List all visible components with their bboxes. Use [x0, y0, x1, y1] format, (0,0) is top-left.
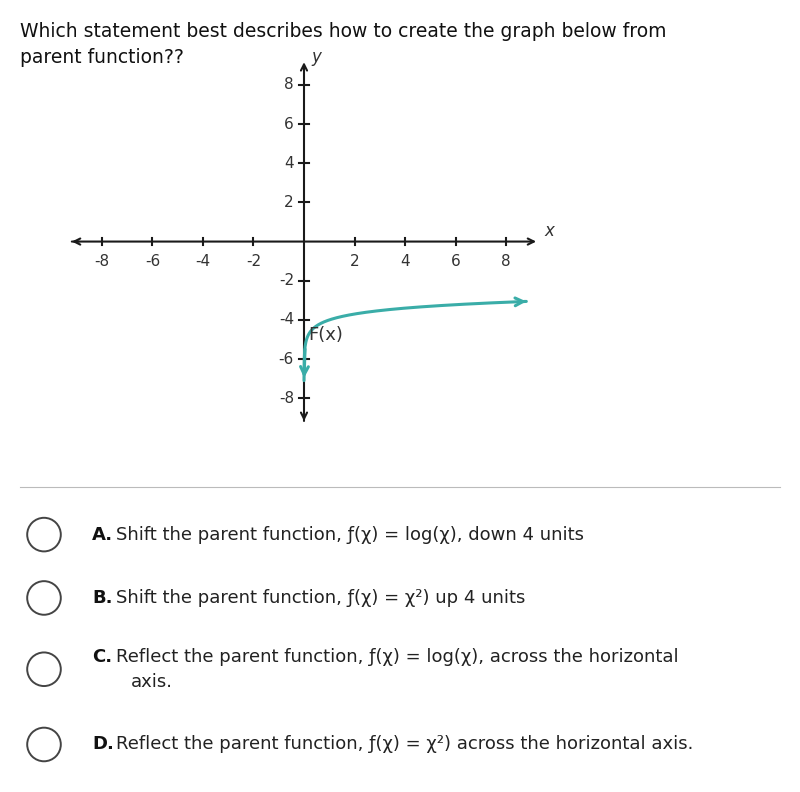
Text: -2: -2 [278, 273, 294, 288]
Text: 8: 8 [284, 78, 294, 93]
Text: 6: 6 [450, 254, 461, 269]
Text: D.: D. [92, 736, 114, 753]
Text: 4: 4 [400, 254, 410, 269]
Text: Reflect the parent function, ƒ(χ) = log(χ), across the horizontal: Reflect the parent function, ƒ(χ) = log(… [116, 648, 678, 665]
Text: 6: 6 [284, 116, 294, 131]
Text: 8: 8 [502, 254, 511, 269]
Text: 2: 2 [350, 254, 359, 269]
Text: Which statement best describes how to create the graph below from: Which statement best describes how to cr… [20, 22, 666, 41]
Text: -6: -6 [145, 254, 160, 269]
Text: Reflect the parent function, ƒ(χ) = χ²) across the horizontal axis.: Reflect the parent function, ƒ(χ) = χ²) … [116, 736, 694, 753]
Text: -6: -6 [278, 352, 294, 367]
Text: -4: -4 [195, 254, 210, 269]
Text: 4: 4 [284, 156, 294, 171]
Text: -8: -8 [278, 390, 294, 406]
Text: F(x): F(x) [308, 326, 342, 344]
Text: x: x [544, 222, 554, 240]
Text: Shift the parent function, ƒ(χ) = log(χ), down 4 units: Shift the parent function, ƒ(χ) = log(χ)… [116, 526, 584, 543]
Text: -4: -4 [278, 312, 294, 327]
Text: y: y [311, 48, 322, 67]
Text: 2: 2 [284, 195, 294, 210]
Text: -2: -2 [246, 254, 261, 269]
Text: B.: B. [92, 589, 113, 607]
Text: parent function??: parent function?? [20, 48, 184, 67]
Text: axis.: axis. [130, 673, 172, 691]
Text: Shift the parent function, ƒ(χ) = χ²) up 4 units: Shift the parent function, ƒ(χ) = χ²) up… [116, 589, 526, 607]
Text: C.: C. [92, 648, 112, 665]
Text: A.: A. [92, 526, 113, 543]
Text: -8: -8 [94, 254, 110, 269]
